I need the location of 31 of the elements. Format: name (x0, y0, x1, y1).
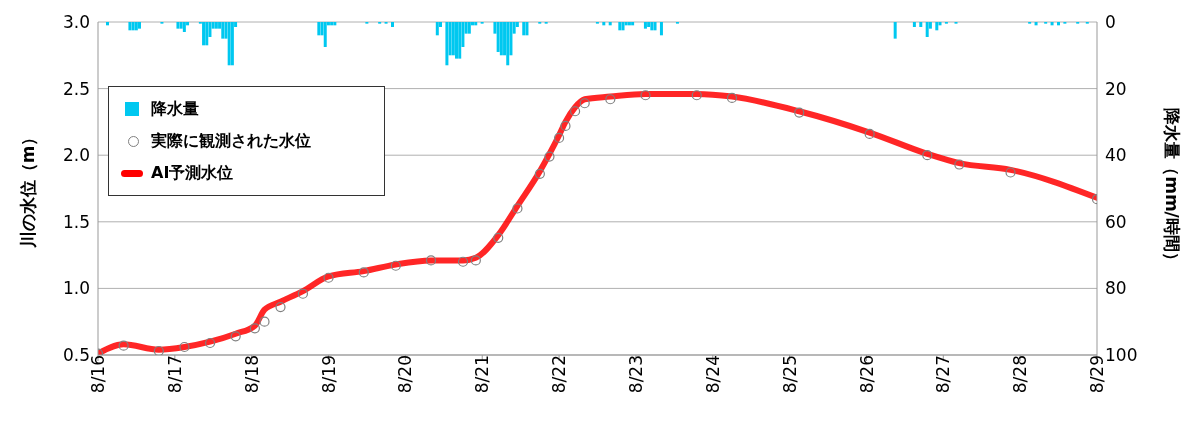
x-tick-label: 8/29 (1087, 355, 1108, 394)
y-axis-title: 川の水位（m） (18, 128, 39, 250)
y-tick-label: 1.5 (62, 211, 90, 232)
x-tick-label: 8/26 (856, 355, 877, 394)
x-tick-label: 8/20 (395, 355, 416, 394)
x-tick-label: 8/18 (241, 355, 262, 394)
x-tick-label: 8/22 (549, 355, 570, 394)
y-tick-label: 2.5 (62, 78, 90, 99)
y-tick-label: 0.5 (62, 345, 90, 366)
y2-tick-label: 60 (1105, 211, 1127, 232)
y2-tick-label: 100 (1105, 345, 1138, 366)
x-tick-label: 8/21 (472, 355, 493, 394)
y2-tick-label: 0 (1105, 12, 1116, 33)
legend-label: 実際に観測された水位 (151, 130, 311, 152)
legend-label: 降水量 (151, 98, 199, 120)
y2-tick-label: 40 (1105, 145, 1127, 166)
x-tick-label: 8/25 (779, 355, 800, 394)
x-tick-label: 8/16 (88, 355, 109, 394)
y-tick-label: 3.0 (62, 12, 90, 33)
y2-tick-label: 20 (1105, 78, 1127, 99)
y2-axis-title: 降水量（mm/時間） (1161, 108, 1182, 269)
y-tick-label: 1.0 (62, 278, 90, 299)
x-tick-label: 8/19 (318, 355, 339, 394)
x-tick-label: 8/28 (1010, 355, 1031, 394)
y-tick-label: 2.0 (62, 145, 90, 166)
x-tick-label: 8/27 (933, 355, 954, 394)
x-tick-label: 8/24 (702, 355, 723, 394)
y2-tick-label: 80 (1105, 278, 1127, 299)
x-tick-label: 8/23 (625, 355, 646, 394)
x-tick-label: 8/17 (164, 355, 185, 394)
legend-label: AI予測水位 (151, 162, 234, 184)
